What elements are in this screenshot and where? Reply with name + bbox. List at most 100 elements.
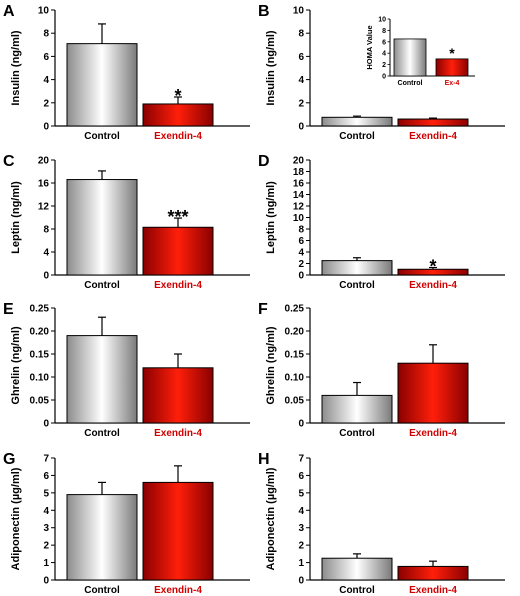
panel-B: B Insulin (ng/ml) 0 2 4 6 8 10 Control Exendin-4 H… <box>258 3 505 142</box>
y-tick-label: 0.10 <box>30 373 50 384</box>
bar-exendin <box>142 226 214 276</box>
y-tick-label: 4 <box>43 75 49 86</box>
panel-letter: G <box>3 451 15 468</box>
y-tick-label: 0.25 <box>285 304 305 315</box>
category-label-control: Control <box>84 428 120 439</box>
y-tick-label: 10 <box>293 213 305 224</box>
y-tick-label: 4 <box>298 506 304 517</box>
bar-exendin <box>397 565 469 581</box>
bar-control <box>321 260 393 276</box>
inset-y-tick-label: 10 <box>378 17 386 24</box>
bar-exendin <box>142 481 214 581</box>
bar-control <box>66 43 138 127</box>
category-label-control: Control <box>339 280 375 291</box>
category-label-exendin: Exendin-4 <box>154 428 202 439</box>
y-tick-label: 10 <box>38 6 50 17</box>
y-axis-label: Insulin (ng/ml) <box>265 30 277 105</box>
y-axis-label: Insulin (ng/ml) <box>10 30 22 105</box>
y-tick-label: 10 <box>293 6 305 17</box>
y-tick-label: 6 <box>298 471 304 482</box>
y-axis-label: Ghrelin (ng/ml) <box>265 326 277 405</box>
category-label-exendin: Exendin-4 <box>409 280 457 291</box>
bar-control <box>66 335 138 424</box>
y-tick-label: 3 <box>43 523 49 534</box>
panel-E: E Ghrelin (ng/ml) 0 0.05 0.10 0.15 0.20 0.25 Con… <box>3 301 250 439</box>
inset-y-tick-label: 6 <box>382 39 386 46</box>
inset-y-tick-label: 2 <box>382 62 386 69</box>
panel-letter: D <box>258 153 270 170</box>
y-tick-label: 0.25 <box>30 304 50 315</box>
category-label-control: Control <box>339 585 375 596</box>
y-tick-label: 2 <box>298 541 304 552</box>
y-tick-label: 5 <box>298 488 304 499</box>
y-tick-label: 20 <box>38 156 50 167</box>
significance-marker: * <box>429 257 436 277</box>
y-tick-label: 0 <box>43 576 49 587</box>
y-tick-label: 1 <box>298 558 304 569</box>
inset-bar-exendin <box>435 58 469 77</box>
panel-C: C Leptin (ng/ml) 0 4 8 12 16 20 Control *** Exendi… <box>3 153 250 291</box>
y-tick-label: 4 <box>298 248 304 259</box>
category-label-control: Control <box>84 585 120 596</box>
y-tick-label: 1 <box>43 558 49 569</box>
y-tick-label: 2 <box>298 259 304 270</box>
bar-control <box>321 394 393 424</box>
y-tick-label: 4 <box>298 75 304 86</box>
inset-significance-marker: * <box>449 45 455 61</box>
panel-letter: E <box>3 301 14 318</box>
y-axis-label: Adiponectin (µg/ml) <box>265 467 277 570</box>
y-tick-label: 12 <box>293 202 305 213</box>
y-tick-label: 8 <box>298 225 304 236</box>
y-tick-label: 6 <box>43 471 49 482</box>
bar-control <box>321 116 393 127</box>
inset-y-tick-label: 8 <box>382 28 386 35</box>
panel-letter: F <box>258 301 268 318</box>
bar-exendin <box>142 367 214 424</box>
y-tick-label: 8 <box>298 29 304 40</box>
y-tick-label: 0 <box>298 419 304 430</box>
significance-marker: * <box>174 86 181 106</box>
y-tick-label: 0.15 <box>30 350 50 361</box>
y-tick-label: 2 <box>298 98 304 109</box>
bar-control <box>66 179 138 276</box>
y-tick-label: 7 <box>298 454 304 465</box>
panel-letter: H <box>258 451 270 468</box>
y-tick-label: 16 <box>38 179 50 190</box>
y-tick-label: 8 <box>43 225 49 236</box>
y-tick-label: 0.05 <box>30 396 50 407</box>
y-tick-label: 18 <box>293 167 305 178</box>
y-tick-label: 20 <box>293 156 305 167</box>
inset-y-tick-label: 4 <box>382 51 386 58</box>
inset-category-label-control: Control <box>398 80 423 87</box>
panel-A: A Insulin (ng/ml) 0 2 4 6 8 10 Control * Exendin-4 <box>3 3 250 142</box>
bar-exendin <box>397 362 469 424</box>
bar-control <box>66 494 138 581</box>
y-tick-label: 12 <box>38 202 50 213</box>
y-tick-label: 0.20 <box>30 327 50 338</box>
panel-letter: C <box>3 153 15 170</box>
panel-letter: A <box>3 3 15 20</box>
y-tick-label: 6 <box>298 236 304 247</box>
y-tick-label: 0 <box>298 271 304 282</box>
category-label-exendin: Exendin-4 <box>409 131 457 142</box>
category-label-exendin: Exendin-4 <box>409 585 457 596</box>
significance-marker: *** <box>167 207 188 227</box>
bar-exendin <box>397 118 469 127</box>
y-tick-label: 4 <box>43 248 49 259</box>
y-tick-label: 2 <box>43 98 49 109</box>
y-tick-label: 8 <box>43 29 49 40</box>
y-tick-label: 2 <box>43 541 49 552</box>
y-tick-label: 0 <box>43 122 49 133</box>
y-tick-label: 0 <box>43 419 49 430</box>
bar-exendin <box>142 103 214 127</box>
inset-category-label-exendin: Ex-4 <box>445 80 460 87</box>
category-label-exendin: Exendin-4 <box>154 131 202 142</box>
y-tick-label: 6 <box>43 52 49 63</box>
y-axis-label: Adiponectin (µg/ml) <box>10 467 22 570</box>
y-axis-label: Leptin (ng/ml) <box>10 181 22 254</box>
y-tick-label: 0.10 <box>285 373 305 384</box>
